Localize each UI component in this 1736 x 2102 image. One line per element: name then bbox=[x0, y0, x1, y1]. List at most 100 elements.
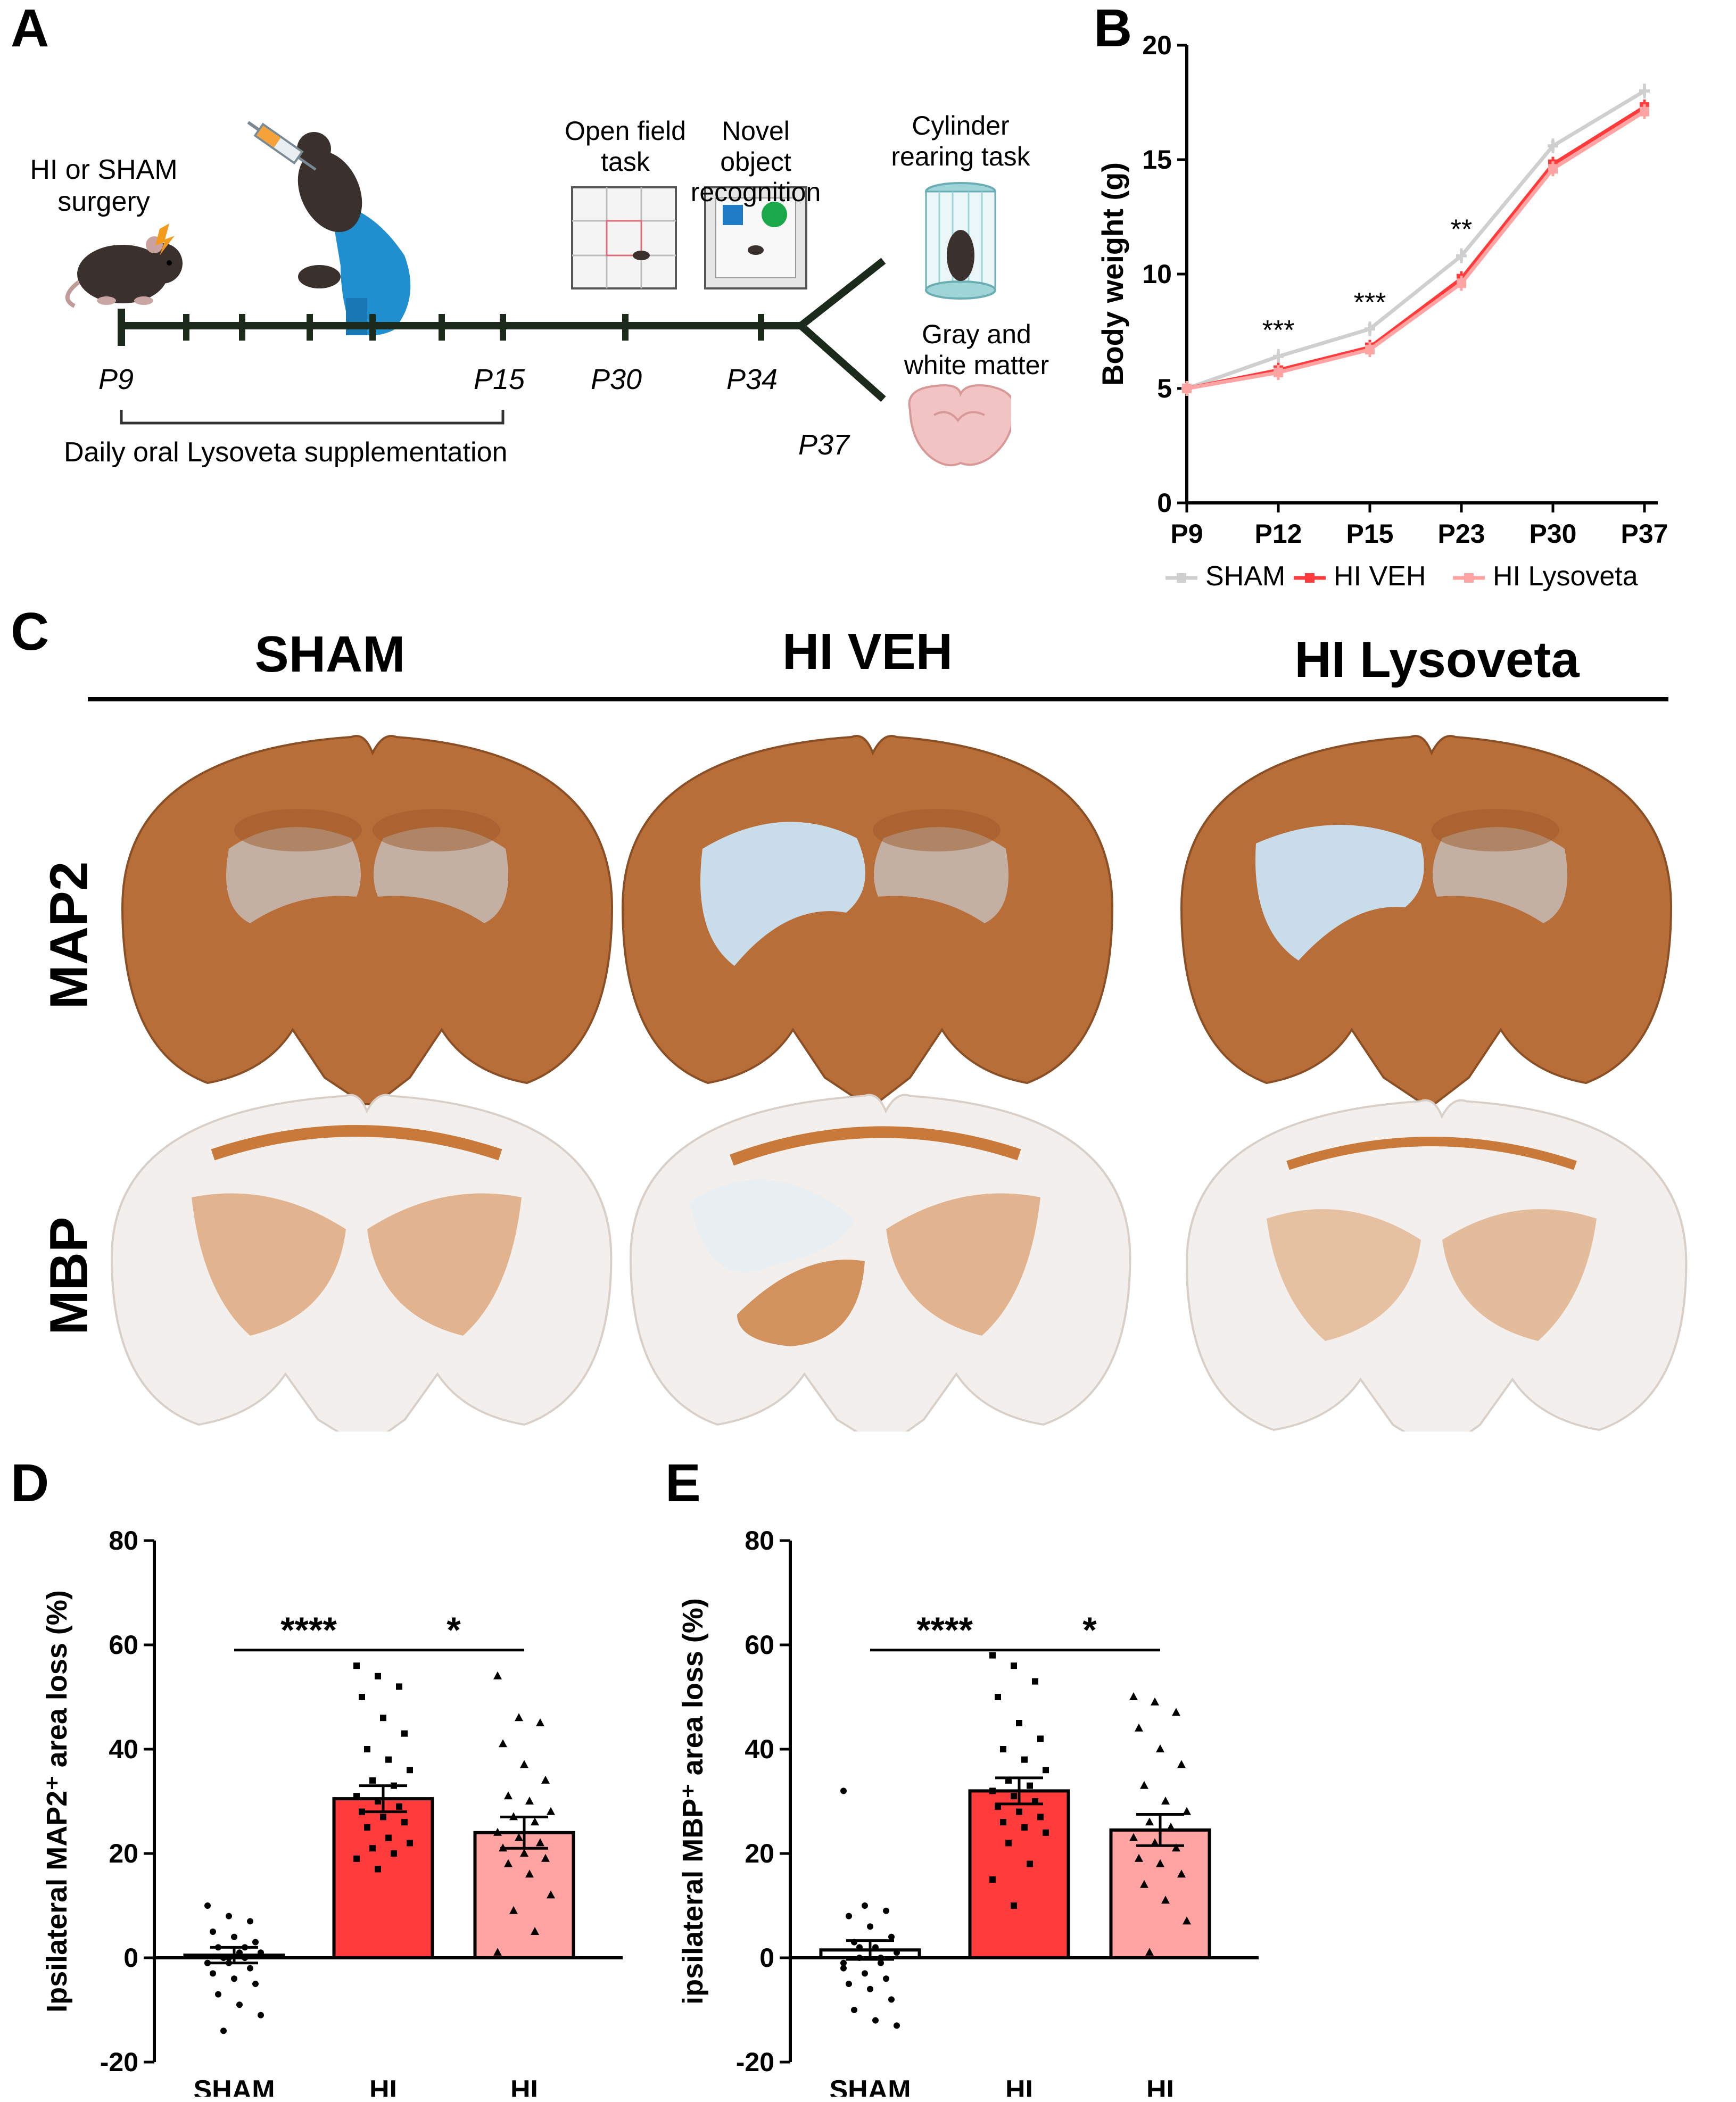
data-point bbox=[1456, 250, 1467, 261]
column-header-hi-lysoveta: HI Lysoveta bbox=[1294, 631, 1580, 688]
data-point bbox=[1161, 1896, 1170, 1904]
data-point bbox=[353, 1662, 360, 1669]
y-tick-label: 20 bbox=[109, 1839, 138, 1868]
data-point bbox=[1172, 1843, 1180, 1852]
data-point bbox=[1016, 1720, 1022, 1726]
x-tick-label: P37 bbox=[1621, 519, 1668, 549]
timepoint-p30: P30 bbox=[591, 363, 642, 395]
data-point bbox=[1037, 1814, 1044, 1820]
legend-label: HI Lysoveta bbox=[1493, 561, 1638, 592]
data-point bbox=[215, 1944, 221, 1951]
data-point bbox=[242, 1944, 248, 1951]
y-tick-label: 0 bbox=[1157, 488, 1172, 518]
data-point bbox=[1183, 1916, 1191, 1925]
data-point bbox=[1140, 1880, 1148, 1888]
data-point bbox=[493, 1948, 502, 1956]
data-point bbox=[396, 1803, 402, 1810]
data-point bbox=[1457, 278, 1466, 288]
data-point bbox=[1037, 1735, 1044, 1742]
data-point bbox=[353, 1793, 360, 1800]
data-point bbox=[525, 1797, 534, 1805]
data-point bbox=[1021, 1756, 1028, 1763]
column-header-sham: SHAM bbox=[254, 626, 406, 683]
x-tick-label: P9 bbox=[1170, 519, 1203, 549]
x-category-label: SHAM bbox=[829, 2075, 911, 2097]
data-point bbox=[1273, 351, 1284, 362]
data-point bbox=[856, 1944, 863, 1951]
map2-sham-section bbox=[121, 735, 613, 1105]
panel-c-letter: C bbox=[11, 602, 49, 661]
data-point bbox=[1151, 1697, 1159, 1706]
y-tick-label: 60 bbox=[745, 1630, 774, 1660]
series-line-sham bbox=[1186, 89, 1646, 391]
data-point bbox=[364, 1746, 370, 1752]
significance-marker: ** bbox=[1451, 214, 1472, 245]
y-tick-label: 40 bbox=[109, 1734, 138, 1764]
significance-marker: *** bbox=[1354, 287, 1386, 318]
data-point bbox=[1640, 106, 1649, 117]
data-point bbox=[1021, 1824, 1028, 1831]
series-line-hi-lysoveta bbox=[1186, 110, 1646, 391]
header-divider bbox=[88, 697, 1668, 701]
data-point bbox=[1172, 1708, 1180, 1716]
data-point bbox=[1129, 1692, 1138, 1700]
data-point bbox=[1027, 1782, 1033, 1789]
panel-a-diagram bbox=[65, 121, 1011, 467]
data-point bbox=[888, 1933, 895, 1940]
data-point bbox=[1000, 1746, 1006, 1752]
data-point bbox=[1135, 1853, 1143, 1862]
timepoint-p9: P9 bbox=[98, 363, 134, 395]
data-point bbox=[536, 1718, 544, 1726]
data-point bbox=[242, 1955, 248, 1961]
panel-a-letter: A bbox=[11, 0, 49, 58]
data-point bbox=[547, 1807, 555, 1815]
data-point bbox=[846, 1913, 852, 1919]
y-tick-label: -20 bbox=[100, 2047, 138, 2077]
data-point bbox=[1156, 1859, 1164, 1867]
data-point bbox=[878, 1959, 884, 1966]
data-point bbox=[1005, 1840, 1012, 1847]
data-point bbox=[236, 2001, 243, 2008]
significance-marker: * bbox=[447, 1610, 461, 1650]
legend-marker bbox=[1305, 573, 1315, 583]
data-point bbox=[1011, 1902, 1017, 1909]
data-point bbox=[226, 1959, 232, 1966]
cylinder-label: Cylinder rearing task bbox=[891, 111, 1030, 171]
data-point bbox=[1140, 1781, 1148, 1789]
data-point bbox=[247, 1918, 253, 1925]
mbp-sham-section bbox=[112, 1095, 611, 1431]
y-tick-label: 40 bbox=[745, 1734, 774, 1764]
data-point bbox=[1011, 1793, 1017, 1800]
data-point bbox=[504, 1791, 512, 1800]
data-point bbox=[1005, 1777, 1012, 1784]
legend-marker bbox=[1464, 573, 1474, 583]
mbp-hi-lysoveta-section bbox=[1187, 1100, 1686, 1431]
bar bbox=[1109, 1828, 1211, 1960]
data-point bbox=[407, 1767, 413, 1774]
panel-b-letter: B bbox=[1094, 0, 1132, 58]
panel-e-letter: E bbox=[665, 1453, 701, 1513]
open-field-label: Open field task bbox=[565, 116, 686, 177]
data-point bbox=[385, 1756, 392, 1763]
data-point bbox=[1135, 1723, 1143, 1732]
data-point bbox=[375, 1866, 381, 1873]
data-point bbox=[883, 1975, 889, 1982]
surgery-label: HI or SHAM surgery bbox=[30, 154, 178, 217]
oral-gavage-icon bbox=[247, 121, 411, 335]
data-point bbox=[258, 2012, 264, 2018]
data-point bbox=[375, 1673, 381, 1679]
brain-slice-icon bbox=[908, 384, 1011, 467]
data-point bbox=[359, 1694, 365, 1700]
data-point bbox=[995, 1803, 1001, 1810]
x-tick-label: P12 bbox=[1255, 519, 1302, 549]
x-category-label: HI bbox=[510, 2075, 538, 2097]
data-point bbox=[989, 1652, 996, 1659]
data-point bbox=[531, 1817, 539, 1826]
data-point bbox=[1548, 164, 1558, 174]
data-point bbox=[401, 1819, 408, 1826]
data-point bbox=[380, 1814, 386, 1820]
data-point bbox=[353, 1855, 360, 1862]
x-category-label: HI bbox=[369, 2075, 397, 2097]
data-point bbox=[391, 1850, 397, 1857]
x-tick-label: P15 bbox=[1346, 519, 1394, 549]
